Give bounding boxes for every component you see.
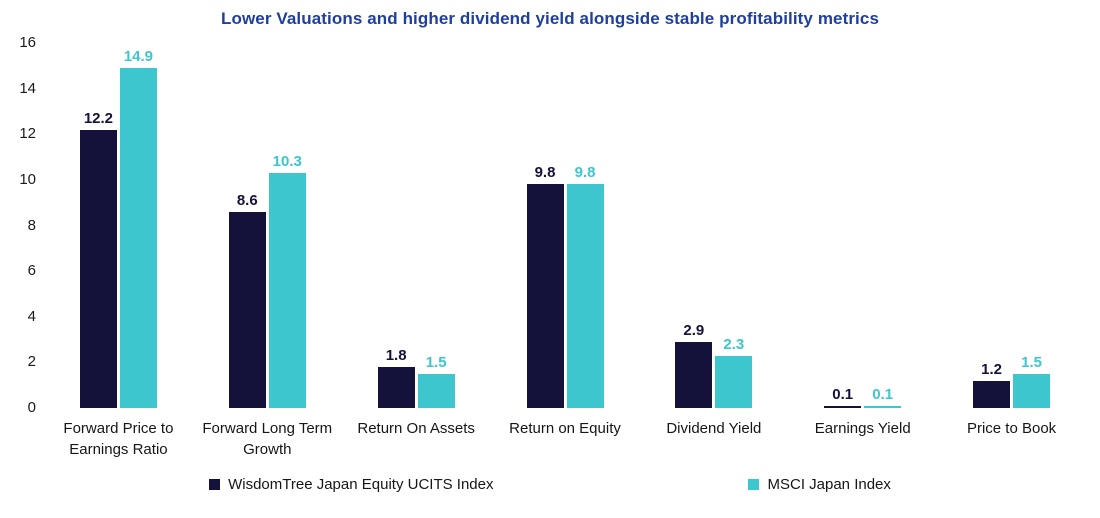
bar-column: 8.6 <box>228 191 266 408</box>
bar-column: 12.2 <box>79 109 117 408</box>
bar <box>79 129 117 408</box>
y-tick-label: 16 <box>19 34 36 51</box>
bar-column: 1.2 <box>973 360 1011 408</box>
y-tick-label: 4 <box>27 307 36 325</box>
bar-column: 2.9 <box>675 321 713 408</box>
y-tick-label: 10 <box>19 170 36 188</box>
bar-column: 2.3 <box>715 335 753 408</box>
bar-pair: 12.2 14.9 <box>79 43 157 408</box>
bar <box>675 341 713 408</box>
plot-area: 12.2 14.9 Forward Price to Earnings Ratio 8… <box>44 43 1086 460</box>
bar-pair: 0.1 0.1 <box>824 43 902 408</box>
bar-value-label: 1.5 <box>425 353 447 371</box>
y-tick-label: 2 <box>27 353 36 371</box>
bar-value-label: 9.8 <box>574 164 596 182</box>
bar-value-label: 8.6 <box>236 191 258 209</box>
bar-pair: 1.2 1.5 <box>973 43 1051 408</box>
bar-value-label: 1.5 <box>1021 353 1042 371</box>
category-label: Return On Assets <box>357 420 475 437</box>
bar <box>715 355 753 408</box>
bar <box>864 405 902 408</box>
category-label: Dividend Yield <box>666 420 762 437</box>
bar-pair: 8.6 10.3 <box>228 43 306 408</box>
bar-column: 1.5 <box>417 353 455 408</box>
bar-column: 10.3 <box>268 153 306 408</box>
bar-column: 1.5 <box>1013 353 1051 408</box>
bar-column: 9.8 <box>566 164 604 408</box>
bar-value-label: 0.1 <box>872 385 894 403</box>
bar <box>824 405 862 408</box>
category-label: Earnings Yield <box>814 420 911 437</box>
bar-value-label: 10.3 <box>272 153 302 171</box>
y-tick-label: 14 <box>19 79 36 97</box>
bar-column: 14.9 <box>119 48 157 408</box>
legend-label: WisdomTree Japan Equity UCITS Index <box>228 476 494 493</box>
bar-group: 2.9 2.3 Dividend Yield <box>639 43 788 460</box>
legend-label: MSCI Japan Index <box>767 476 891 493</box>
chart-title: Lower Valuations and higher dividend yie… <box>220 9 879 28</box>
category-label: Return on Equity <box>509 420 621 437</box>
y-tick-label: 12 <box>19 125 36 143</box>
bar <box>526 184 564 408</box>
y-axis: 0 2 4 6 8 10 12 14 16 <box>10 34 44 416</box>
bar <box>417 373 455 408</box>
legend-item: MSCI Japan Index <box>748 476 891 493</box>
bar-column: 0.1 <box>864 385 902 408</box>
legend: WisdomTree Japan Equity UCITS Index MSCI … <box>0 476 1100 493</box>
legend-swatch <box>748 479 760 490</box>
y-tick-label: 8 <box>27 216 36 234</box>
bar-value-label: 9.8 <box>534 164 556 182</box>
category-label: Forward Long Term Growth <box>202 420 333 458</box>
chart-area: 0 2 4 6 8 10 12 14 16 12.2 14.9 Forward Price to E… <box>0 34 1100 460</box>
category-label: Forward Price to Earnings Ratio <box>63 420 174 458</box>
bar-value-label: 2.3 <box>723 335 745 353</box>
bar-value-label: 2.9 <box>683 321 705 339</box>
bar-value-label: 1.2 <box>981 360 1002 378</box>
bar <box>973 380 1011 408</box>
bar-column: 9.8 <box>526 164 564 408</box>
bar <box>119 68 157 408</box>
bar-group: 9.8 9.8 Return on Equity <box>491 43 640 460</box>
bar <box>377 366 415 408</box>
bar-value-label: 0.1 <box>832 385 854 403</box>
bar-value-label: 14.9 <box>123 48 154 66</box>
bar <box>1013 373 1051 408</box>
legend-item: WisdomTree Japan Equity UCITS Index <box>209 476 493 493</box>
bar-group: 1.8 1.5 Return On Assets <box>342 43 491 460</box>
bar-pair: 2.9 2.3 <box>675 43 753 408</box>
bar-pair: 1.8 1.5 <box>377 43 455 408</box>
bar-group: 8.6 10.3 Forward Long Term Growth <box>193 43 342 460</box>
category-label: Price to Book <box>966 420 1057 437</box>
chart-page: Lower Valuations and higher dividend yie… <box>0 9 1100 493</box>
bar-pair: 9.8 9.8 <box>526 43 604 408</box>
bar-column: 0.1 <box>824 385 862 408</box>
y-tick-label: 6 <box>27 262 36 280</box>
legend-swatch <box>209 479 221 490</box>
bar <box>566 184 604 408</box>
bar-column: 1.8 <box>377 346 415 408</box>
bar-value-label: 12.2 <box>83 109 114 127</box>
bar-group: 0.1 0.1 Earnings Yield <box>788 43 937 460</box>
bar-group: 12.2 14.9 Forward Price to Earnings Ratio <box>44 43 193 460</box>
bar-value-label: 1.8 <box>385 346 407 364</box>
bar <box>228 211 266 408</box>
y-tick-label: 0 <box>27 399 36 416</box>
bar-group: 1.2 1.5 Price to Book <box>937 43 1086 460</box>
bar <box>268 173 306 408</box>
